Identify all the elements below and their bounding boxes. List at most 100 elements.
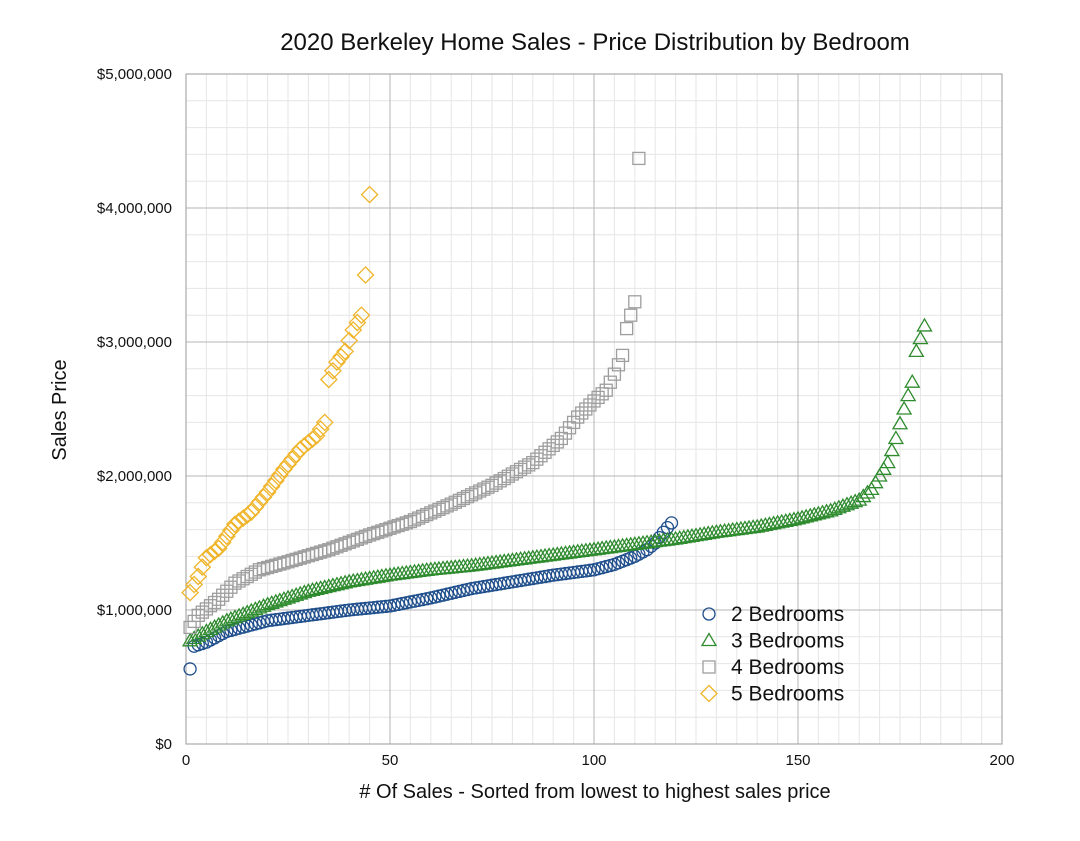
legend: 2 Bedrooms 3 Bedrooms 4 Bedrooms 5 Bedrooms [700,603,844,706]
legend-marker [702,607,716,621]
data-point [530,452,544,466]
data-point [246,498,265,517]
legend-item: 3 Bedrooms [700,630,844,653]
legend-label: 5 Bedrooms [731,683,844,706]
data-point [198,623,215,638]
data-point [851,491,868,506]
data-point [587,394,601,408]
data-point [205,542,224,561]
x-tick-label: 150 [785,752,810,769]
y-axis-label: Sales Price [49,359,71,460]
data-point [214,614,231,629]
legend-label: 4 Bedrooms [731,656,844,679]
data-point [185,575,204,594]
y-tick-label: $4,000,000 [97,200,172,217]
data-point [183,662,197,676]
data-point [875,461,892,475]
data-point [583,563,597,577]
data-point [194,625,211,640]
y-tick-label: $0 [155,736,172,753]
data-point [299,433,318,452]
data-point [207,595,222,610]
x-tick-label: 50 [382,752,399,769]
series-5-bedrooms [181,185,379,602]
data-point [190,627,207,642]
data-point [879,454,896,469]
legend-marker [700,684,718,703]
data-point [891,415,909,430]
data-point [236,572,250,586]
data-point [295,436,314,455]
data-point [855,488,872,503]
legend-marker [702,660,716,674]
data-point [232,574,246,588]
data-point [332,347,350,366]
data-point [202,621,219,635]
data-point [908,343,925,358]
x-axis-label: # Of Sales - Sorted from lowest to highe… [359,781,830,803]
data-point [248,617,263,631]
data-point [895,400,913,415]
data-point [624,308,638,322]
data-point [226,515,244,534]
data-point [283,450,301,469]
data-point [485,478,499,493]
data-point [628,295,642,309]
data-point [619,321,634,336]
data-point [871,467,888,482]
data-point [221,521,240,540]
data-point [863,481,880,496]
data-point [550,435,564,449]
data-point [311,420,330,439]
data-point [206,618,223,633]
data-point [591,390,605,405]
data-point [904,373,921,388]
data-point [571,410,585,424]
data-point [252,616,267,630]
data-point [328,353,346,372]
data-point [489,476,503,490]
data-point [254,488,273,507]
data-point [348,313,367,332]
data-point [546,438,560,453]
y-axis-tick-labels: $0 $1,000,000 $2,000,000 $3,000,000 $4,000,0… [97,66,172,753]
data-point [250,493,269,512]
data-point [579,402,593,416]
data-point [497,471,511,486]
data-point [509,465,524,479]
data-point [240,569,254,584]
data-point [867,474,884,489]
data-point [279,455,297,474]
data-point [900,387,917,402]
data-point [505,467,520,481]
x-tick-label: 200 [989,752,1014,769]
legend-label: 3 Bedrooms [731,630,844,653]
x-axis-tick-labels: 0 50 100 150 200 [182,752,1015,769]
data-point [291,440,310,459]
data-point [352,306,371,325]
data-point [883,442,900,457]
data-point [356,266,375,284]
data-point [197,548,216,567]
legend-item: 4 Bedrooms [702,656,844,679]
data-points [181,151,933,676]
data-point [266,471,285,490]
data-point [611,358,626,372]
data-point [656,525,671,539]
data-point [542,442,556,456]
data-point [234,509,253,528]
data-point [181,632,199,647]
legend-item: 2 Bedrooms [702,603,844,626]
data-point [595,561,609,575]
data-point [595,387,609,401]
data-point [220,584,234,598]
series-3-bedrooms [181,317,933,647]
data-point [887,430,905,445]
legend-label: 2 Bedrooms [731,603,844,626]
data-point [534,449,548,463]
x-tick-label: 100 [581,752,606,769]
data-point [186,630,203,645]
data-point [493,474,507,488]
data-point [526,455,540,470]
